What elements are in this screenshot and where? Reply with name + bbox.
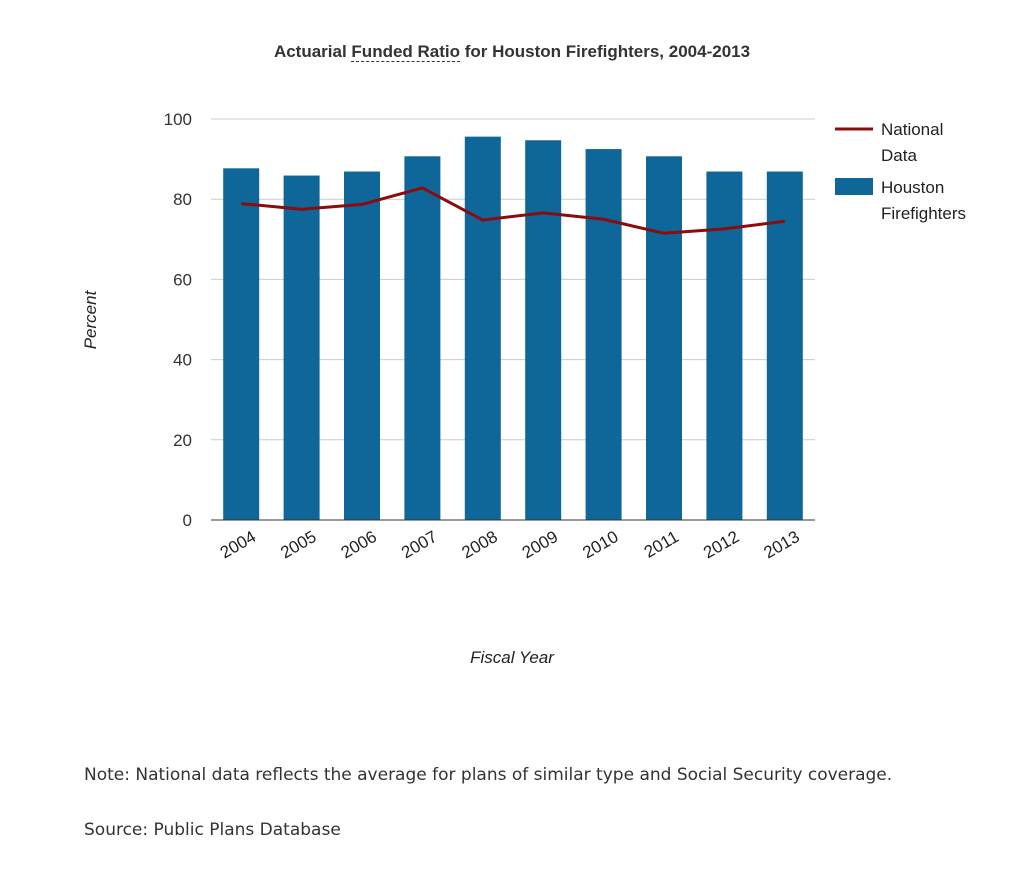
x-tick-label: 2010 (579, 527, 621, 562)
title-text: Actuarial (273, 42, 352, 61)
y-tick-label: 40 (173, 351, 192, 370)
bar-2005 (283, 175, 320, 520)
x-tick-label: 2004 (217, 527, 259, 562)
x-tick-label: 2006 (338, 527, 380, 562)
source-text: Source: Public Plans Database (84, 820, 341, 840)
x-tick-label: 2011 (641, 527, 682, 562)
x-tick-label: 2005 (277, 527, 319, 562)
y-tick-label: 100 (164, 110, 192, 129)
bar-2006 (344, 171, 380, 520)
y-tick-label: 20 (173, 431, 192, 450)
legend-label: Firefighters (881, 204, 966, 223)
legend-label: Houston (881, 178, 944, 197)
bar-2008 (464, 136, 501, 521)
note-text: Note: National data reflects the average… (84, 765, 893, 785)
x-tick-label: 2008 (459, 527, 501, 562)
bar-2010 (585, 149, 622, 520)
y-tick-label: 80 (173, 190, 192, 209)
y-axis-title: Percent (81, 289, 100, 349)
line-national-data (241, 186, 785, 235)
bar-2012 (706, 171, 743, 520)
title-text: for Houston Firefighters, 2004-2013 (460, 42, 751, 61)
x-tick-label: 2012 (700, 527, 742, 562)
y-tick-label: 60 (173, 270, 192, 289)
legend-label: National (881, 120, 943, 139)
y-tick-label: 0 (183, 511, 192, 530)
legend-label: Data (881, 146, 917, 165)
chart: 0 20 40 60 80 100 2004 2005 2006 2007 2008 2009 2010… (81, 110, 966, 667)
bar-2013 (766, 171, 803, 520)
bar-2004 (223, 168, 260, 520)
x-tick-label: 2007 (398, 527, 440, 562)
chart-title: Actuarial Funded Ratio for Houston Firef… (0, 42, 1024, 62)
x-tick-label: 2013 (761, 527, 803, 562)
legend-swatch-houston (835, 178, 873, 195)
x-tick-label: 2009 (519, 527, 561, 562)
bar-2011 (646, 156, 682, 520)
bar-2007 (404, 156, 441, 520)
bar-2009 (525, 140, 562, 521)
x-axis-title: Fiscal Year (470, 648, 555, 667)
funded-ratio-term[interactable]: Funded Ratio (351, 42, 461, 62)
